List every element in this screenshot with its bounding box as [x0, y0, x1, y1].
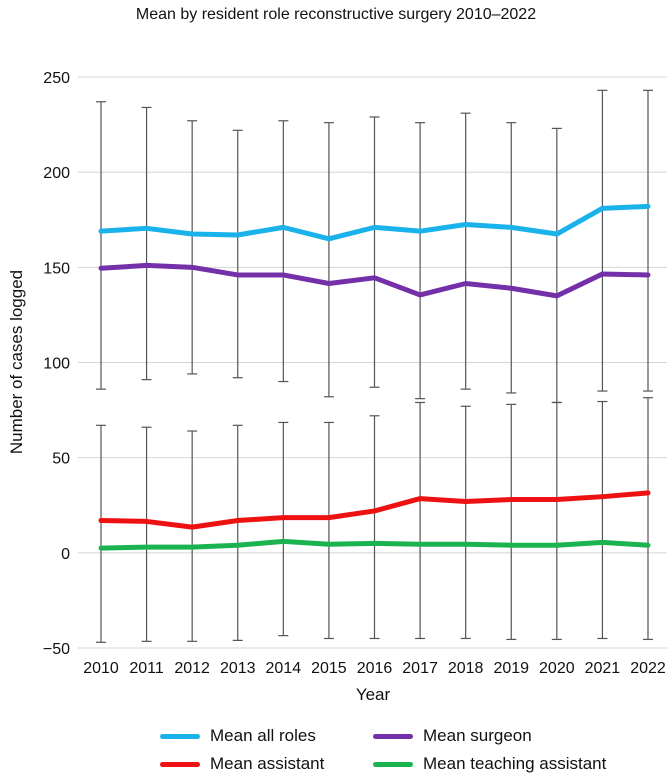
y-tick-label: −50 [43, 641, 70, 658]
x-tick-label: 2016 [357, 660, 393, 677]
series-line-mean-all-roles [98, 203, 651, 242]
y-tick-label: 200 [43, 165, 70, 182]
x-tick-label: 2022 [630, 660, 666, 677]
legend-swatch [160, 733, 200, 739]
x-tick-label: 2012 [174, 660, 210, 677]
series-lines [98, 203, 651, 551]
error-bars [96, 89, 653, 643]
x-tick-label: 2019 [493, 660, 529, 677]
y-tick-label: 150 [43, 260, 70, 277]
legend-item-surgeon: Mean surgeon [373, 726, 532, 746]
legend-swatch [373, 761, 413, 767]
x-tick-label: 2021 [585, 660, 621, 677]
y-tick-label: 0 [61, 546, 70, 563]
series-line-mean-surgeon [98, 262, 651, 299]
y-axis-title: Number of cases logged [7, 270, 26, 454]
y-tick-labels: −50 0 50 100 150 200 250 [43, 70, 70, 658]
legend-label: Mean surgeon [423, 726, 532, 745]
series-line-mean-teaching-assistant [98, 538, 651, 551]
gridlines [78, 76, 667, 649]
series-line-mean-assistant [98, 490, 651, 530]
x-tick-label: 2010 [83, 660, 119, 677]
x-tick-label: 2018 [448, 660, 484, 677]
legend-item-teaching-assistant: Mean teaching assistant [373, 754, 606, 774]
x-tick-label: 2011 [129, 660, 164, 677]
chart-title: Mean by resident role reconstructive sur… [135, 6, 537, 23]
y-tick-label: 50 [52, 451, 70, 468]
x-tick-label: 2017 [402, 660, 438, 677]
legend-swatch [373, 733, 413, 739]
x-tick-label: 2013 [220, 660, 256, 677]
x-tick-label: 2020 [539, 660, 575, 677]
x-tick-label: 2014 [266, 660, 302, 677]
x-tick-labels: 2010 2011 2012 2013 2014 2015 2016 2017 2018 2019… [83, 660, 666, 677]
y-tick-label: 250 [43, 70, 70, 87]
x-axis-title: Year [356, 685, 391, 704]
legend-label: Mean teaching assistant [423, 754, 607, 773]
y-tick-label: 100 [43, 356, 70, 373]
legend-item-assistant: Mean assistant [160, 754, 324, 774]
legend-item-all-roles: Mean all roles [160, 726, 316, 746]
legend-label: Mean all roles [210, 726, 316, 745]
x-tick-label: 2015 [311, 660, 347, 677]
legend-swatch [160, 761, 200, 767]
legend-label: Mean assistant [210, 754, 325, 773]
